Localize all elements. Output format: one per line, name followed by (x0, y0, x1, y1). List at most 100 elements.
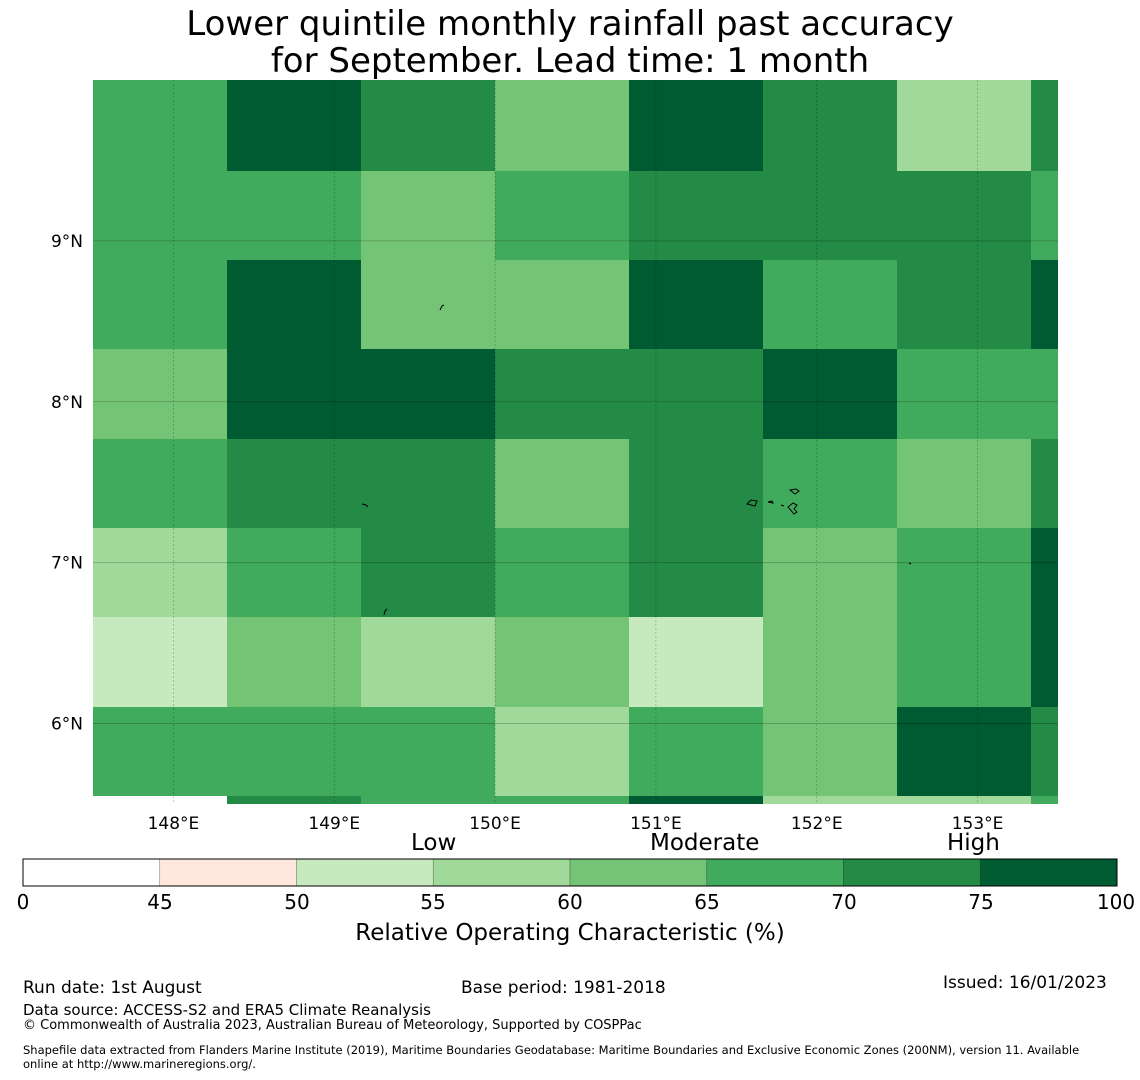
grid-cell (227, 617, 361, 707)
island-outline (383, 608, 388, 616)
grid-cell (763, 617, 897, 707)
longitude-tick-label: 150°E (469, 814, 521, 834)
grid-cell (629, 80, 763, 171)
colorbar-tick-label: 60 (557, 890, 583, 914)
shapefile-credit-line2: online at http://www.marineregions.org/. (23, 1057, 256, 1071)
colorbar-axis-label: Relative Operating Characteristic (%) (355, 920, 785, 946)
longitude-tick-label: 151°E (630, 814, 682, 834)
colorbar-tick-label: 55 (420, 890, 446, 914)
grid-cell (897, 260, 1031, 349)
grid-cell (227, 439, 361, 528)
graticule (93, 80, 1058, 804)
colorbar-tick-label: 0 (16, 890, 30, 914)
colorbar-segment (159, 858, 297, 887)
grid-cell (361, 349, 495, 439)
grid-cell (361, 260, 495, 349)
grid-cell (897, 707, 1031, 796)
grid-cell (227, 707, 361, 796)
grid-cell (93, 260, 227, 349)
grid-cell (897, 349, 1031, 439)
grid-cell (763, 796, 897, 804)
grid-cell (763, 349, 897, 439)
grid-cell (763, 80, 897, 171)
grid-cell (629, 171, 763, 260)
grid-cell (227, 349, 361, 439)
longitude-tick-label: 149°E (308, 814, 360, 834)
island-outline (767, 500, 774, 504)
colorbar-segment (296, 858, 434, 887)
grid-cell (629, 528, 763, 617)
grid-cell (897, 528, 1031, 617)
colorbar (22, 858, 1118, 887)
island-outline (780, 504, 785, 507)
island-outline (361, 503, 369, 508)
grid-cell (1031, 707, 1058, 796)
grid-cell (361, 80, 495, 171)
run-date: Run date: 1st August (23, 978, 202, 998)
grid-cell (629, 617, 763, 707)
grid-cell (227, 171, 361, 260)
map-title: Lower quintile monthly rainfall past acc… (0, 6, 1140, 80)
island-outline (788, 488, 800, 495)
grid-cell (93, 707, 227, 796)
grid-cell (495, 796, 629, 804)
grid-cell (1031, 349, 1058, 439)
colorbar-segment (22, 858, 161, 887)
grid-cell (361, 617, 495, 707)
grid-cell (629, 349, 763, 439)
grid-cell (93, 439, 227, 528)
longitude-tick-label: 153°E (952, 814, 1004, 834)
grid-cell (629, 439, 763, 528)
latitude-tick-label: 6°N (51, 715, 83, 735)
colorbar-segment (843, 858, 981, 887)
base-period: Base period: 1981-2018 (461, 978, 666, 998)
grid-cell (495, 528, 629, 617)
grid-cell (1031, 796, 1058, 804)
grid-cell (763, 439, 897, 528)
rainfall-accuracy-map: 148°E 149°E 150°E 151°E 152°E 153°E 9°N 8°N 7°N 6… (22, 80, 1118, 887)
grid-cell (93, 171, 227, 260)
grid-cell (897, 80, 1031, 171)
grid-cell (897, 617, 1031, 707)
grid-cell (361, 439, 495, 528)
island-outlines (361, 304, 912, 616)
grid-cell (495, 349, 629, 439)
grid-cell (495, 80, 629, 171)
grid-cell (93, 617, 227, 707)
grid-cell (361, 171, 495, 260)
grid-cell (495, 260, 629, 349)
colorbar-tick-label: 75 (968, 890, 994, 914)
grid-cell (1031, 528, 1058, 617)
colorbar-segment (706, 858, 844, 887)
grid-cell (629, 707, 763, 796)
grid-cell (763, 707, 897, 796)
grid-cell (763, 528, 897, 617)
colorbar-category-low: Low (411, 830, 457, 856)
colorbar-tick-label: 50 (284, 890, 310, 914)
island-outline (439, 304, 445, 311)
colorbar-segment (569, 858, 708, 887)
grid-cell (361, 707, 495, 796)
grid-cells (93, 80, 1058, 804)
longitude-tick-label: 152°E (791, 814, 843, 834)
grid-cell (897, 796, 1031, 804)
grid-cell (1031, 171, 1058, 260)
axis-ticks: 148°E 149°E 150°E 151°E 152°E 153°E 9°N 8°N 7°N 6… (51, 232, 1003, 834)
grid-cell (495, 617, 629, 707)
grid-cell (897, 171, 1031, 260)
colorbar-category-moderate: Moderate (650, 830, 760, 856)
map-title-line1: Lower quintile monthly rainfall past acc… (186, 4, 954, 44)
grid-cell (93, 349, 227, 439)
grid-cell (227, 528, 361, 617)
grid-cell (227, 80, 361, 171)
copyright: © Commonwealth of Australia 2023, Austra… (23, 1018, 642, 1033)
grid-cell (495, 171, 629, 260)
latitude-tick-label: 9°N (51, 232, 83, 252)
grid-cell (495, 439, 629, 528)
grid-cell (227, 260, 361, 349)
grid-cell (763, 260, 897, 349)
grid-cell (361, 796, 495, 804)
island-outline (787, 502, 798, 515)
grid-cell (1031, 439, 1058, 528)
colorbar-tick-label: 100 (1096, 890, 1136, 914)
